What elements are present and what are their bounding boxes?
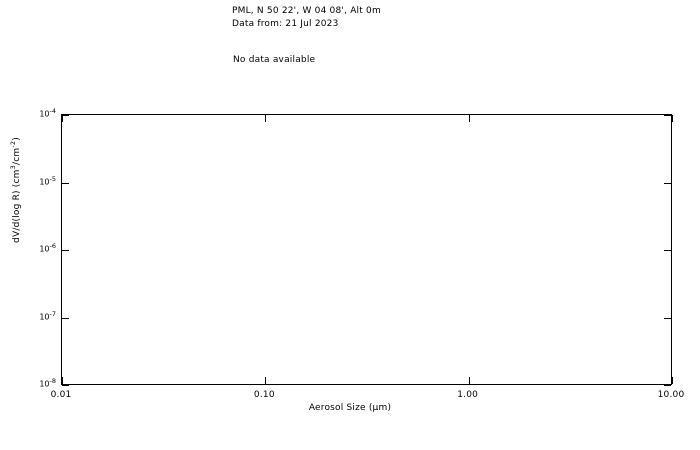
y-axis-tick-label: 10-8 — [39, 376, 56, 389]
y-axis-tick-left — [62, 317, 69, 319]
x-axis-tick-top — [62, 115, 63, 122]
y-axis-tick-right — [664, 182, 671, 184]
y-axis-tick-left — [62, 115, 69, 116]
x-axis-tick-top — [468, 115, 470, 122]
y-axis-tick-right — [664, 115, 671, 116]
x-axis-tick-label: 0.01 — [50, 390, 72, 400]
y-axis-tick-left — [62, 250, 69, 251]
y-axis-tick-label: 10-4 — [39, 106, 56, 119]
x-axis-tick-bottom — [62, 377, 63, 384]
y-axis-tick-label: 10-5 — [39, 174, 56, 186]
y-axis-tick-right — [664, 317, 671, 319]
x-axis-tick-bottom — [672, 377, 673, 384]
y-axis-tick-left — [62, 182, 69, 184]
x-axis-tick-label: 10.00 — [657, 390, 685, 400]
x-axis-title: Aerosol Size (µm) — [308, 403, 392, 413]
y-axis-tick-right — [664, 385, 671, 386]
no-data-message: No data available — [233, 55, 316, 65]
x-axis-tick-bottom — [265, 377, 267, 384]
x-axis-tick-label: 1.00 — [457, 390, 479, 400]
x-axis-tick-top — [265, 115, 267, 122]
y-axis-title: dV/d(log R) (cm3/cm-2) — [9, 70, 22, 310]
x-axis-tick-label: 0.10 — [253, 390, 275, 400]
y-axis-title-text: dV/d(log R) (cm3/cm-2) — [9, 137, 22, 243]
x-axis-tick-bottom — [468, 377, 470, 384]
y-axis-tick-right — [664, 250, 671, 251]
y-axis-tick-label: 10-6 — [39, 241, 56, 254]
data-date-line: Data from: 21 Jul 2023 — [232, 19, 339, 29]
y-axis-tick-label: 10-7 — [39, 309, 56, 321]
y-axis-tick-left — [62, 385, 69, 386]
x-axis-tick-top — [672, 115, 673, 122]
plot-header: PML, N 50 22', W 04 08', Alt 0m Data fro… — [232, 5, 381, 31]
plot-axes-frame — [61, 114, 673, 386]
site-location-line: PML, N 50 22', W 04 08', Alt 0m — [232, 6, 381, 16]
